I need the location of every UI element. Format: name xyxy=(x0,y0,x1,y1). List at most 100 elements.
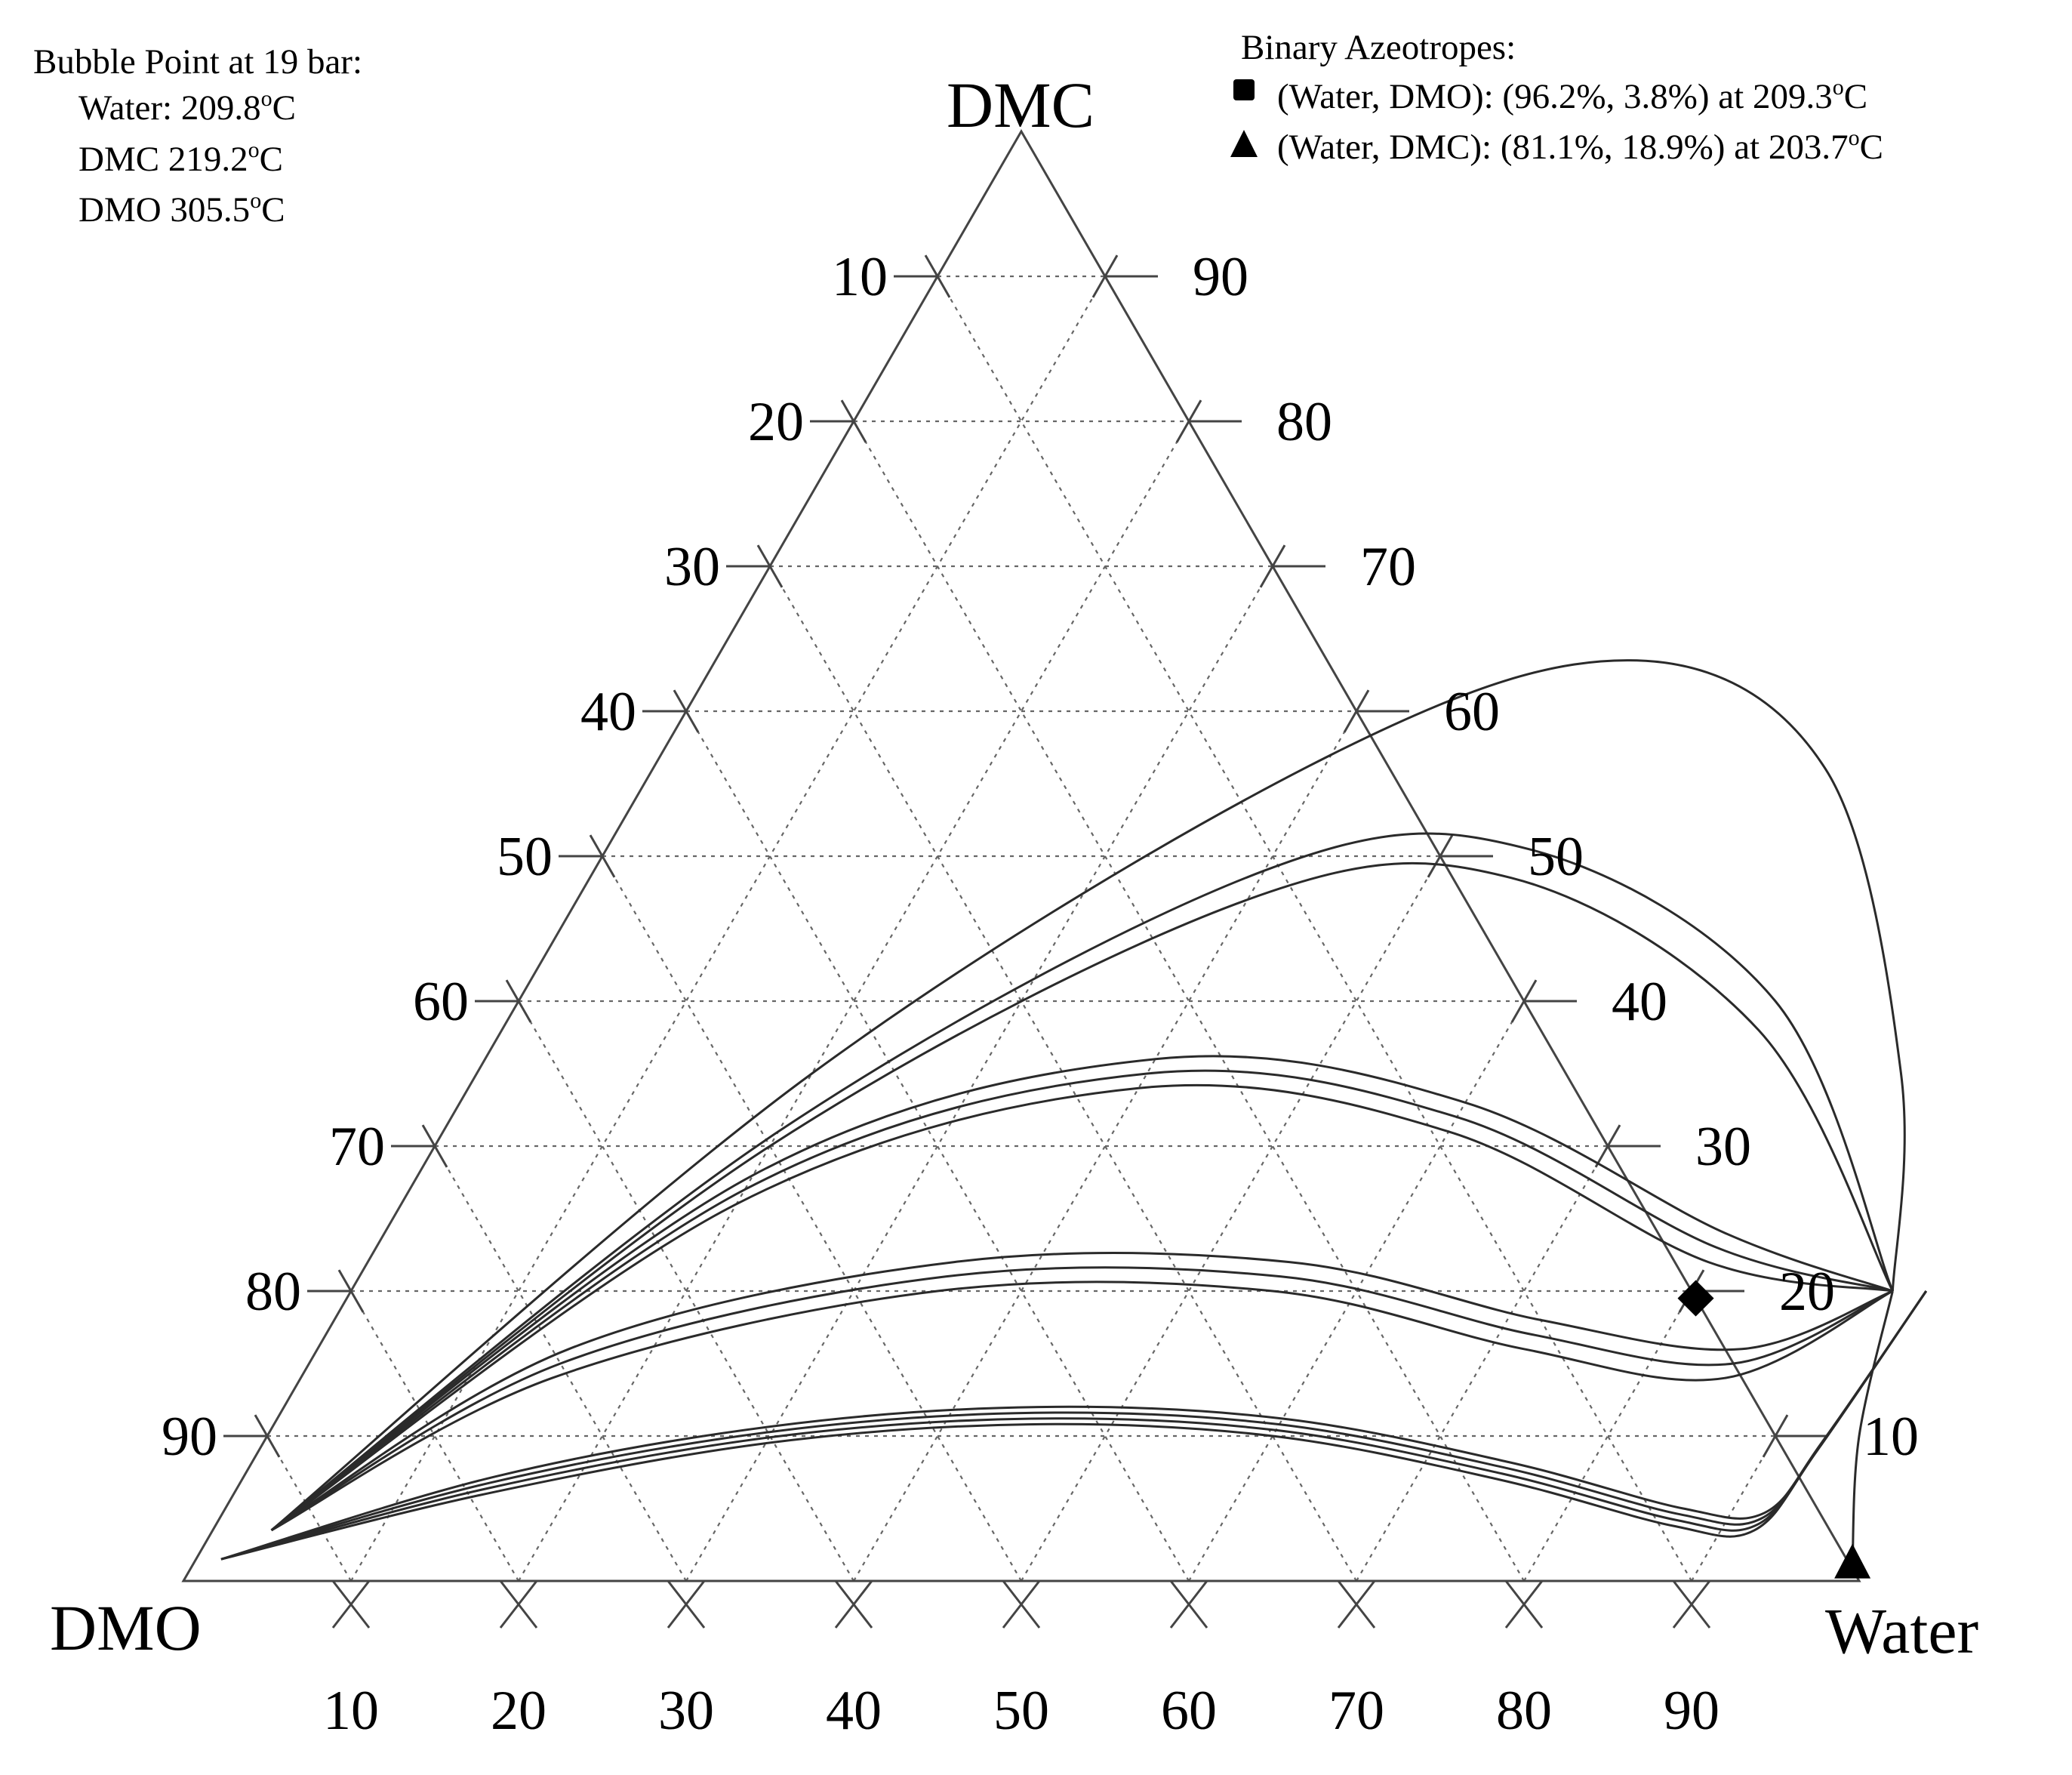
azeotrope-square-marker xyxy=(1677,1280,1714,1317)
tick-left-cross-80 xyxy=(337,1269,365,1313)
bubble-point-legend: Bubble Point at 19 bar: Water: 209.8oC D… xyxy=(33,42,362,230)
bubble-point-dmo: DMO 305.5oC xyxy=(79,188,285,230)
tick-label-right-40: 40 xyxy=(1612,971,1667,1033)
tick-label-bottom-60: 60 xyxy=(1161,1680,1217,1742)
tick-right-cross-70 xyxy=(1259,544,1286,588)
tick-left-cross-90 xyxy=(254,1414,281,1458)
tick-left-cross-30 xyxy=(756,544,784,588)
bubble-curve-14 xyxy=(1851,1290,1894,1564)
tick-left-cross-20 xyxy=(840,399,867,443)
vertex-label-dmo: DMO xyxy=(50,1592,202,1664)
tick-label-bottom-40: 40 xyxy=(826,1680,882,1742)
bubble-curve-8 xyxy=(270,1266,1894,1532)
azeotrope-title: Binary Azeotropes: xyxy=(1241,28,1516,67)
tick-labels: 10 10 10 20 20 20 30 30 30 40 40 40 50 50 50 60 60 60 70 70… xyxy=(162,246,1919,1742)
azeotrope-water-dmc: (Water, DMC): (81.1%, 18.9%) at 203.7oC xyxy=(1277,125,1883,167)
grid-line-water-10 xyxy=(350,276,1106,1582)
tick-label-bottom-90: 90 xyxy=(1664,1680,1719,1742)
tick-label-bottom-20: 20 xyxy=(491,1680,546,1742)
azeotrope-water-dmo: (Water, DMO): (96.2%, 3.8%) at 209.3oC xyxy=(1277,75,1867,116)
grid-line-dmo-80 xyxy=(350,1290,519,1582)
tick-left-cross-40 xyxy=(673,689,700,733)
azeotrope-legend: Binary Azeotropes: (Water, DMO): (96.2%,… xyxy=(1230,28,1883,167)
triangle-marker-icon xyxy=(1230,130,1258,157)
grid-line-dmo-50 xyxy=(602,855,1022,1582)
grid-line-dmo-40 xyxy=(685,710,1190,1582)
tick-left-cross-60 xyxy=(505,979,532,1023)
tick-label-left-80: 80 xyxy=(245,1261,301,1323)
grid-line-water-20 xyxy=(518,421,1190,1582)
tick-left-cross-70 xyxy=(421,1124,448,1168)
tick-bottom-b-80 xyxy=(1504,1580,1544,1629)
tick-bottom-b-50 xyxy=(1002,1580,1041,1629)
tick-bottom-b-90 xyxy=(1672,1580,1711,1629)
tick-label-right-10: 10 xyxy=(1863,1406,1919,1468)
grid-line-dmo-10 xyxy=(937,276,1692,1582)
tick-bottom-b-10 xyxy=(331,1580,371,1629)
grid-line-dmo-70 xyxy=(434,1145,687,1582)
bubble-point-dmc: DMC 219.2oC xyxy=(79,137,283,179)
grid-line-water-80 xyxy=(1523,1290,1692,1582)
tick-right-cross-80 xyxy=(1175,399,1202,443)
tick-label-left-30: 30 xyxy=(664,536,720,598)
bubble-curve-2 xyxy=(270,832,1894,1531)
tick-label-left-70: 70 xyxy=(329,1116,385,1178)
vertex-label-dmc: DMC xyxy=(947,69,1094,141)
tick-label-left-10: 10 xyxy=(832,246,888,308)
azeotrope-triangle-marker xyxy=(1834,1543,1871,1579)
bubble-curve-11 xyxy=(220,1290,1928,1561)
bubble-point-curves xyxy=(220,659,1928,1564)
tick-right-cross-60 xyxy=(1343,689,1370,733)
gridlines xyxy=(266,275,1776,1582)
bubble-curve-1 xyxy=(270,659,1906,1531)
tick-right-cross-50 xyxy=(1427,834,1454,878)
bubble-curve-12 xyxy=(220,1290,1928,1561)
bubble-curve-6 xyxy=(270,1083,1893,1532)
azeotrope-markers xyxy=(1677,1280,1871,1579)
tick-label-bottom-80: 80 xyxy=(1496,1680,1552,1742)
tick-label-left-40: 40 xyxy=(580,681,636,743)
tick-label-right-50: 50 xyxy=(1528,826,1584,888)
bubble-curve-9 xyxy=(270,1280,1894,1532)
bubble-curve-5 xyxy=(270,1069,1893,1532)
square-marker-icon xyxy=(1233,79,1255,100)
bubble-curve-13 xyxy=(220,1290,1928,1561)
tick-label-left-90: 90 xyxy=(162,1406,217,1468)
tick-bottom-b-60 xyxy=(1169,1580,1208,1629)
bubble-curve-7 xyxy=(270,1251,1893,1532)
tick-right-cross-30 xyxy=(1594,1124,1621,1168)
tick-label-right-90: 90 xyxy=(1193,246,1248,308)
tick-left-cross-50 xyxy=(589,834,616,878)
tick-label-bottom-10: 10 xyxy=(323,1680,379,1742)
grid-line-water-70 xyxy=(1356,1145,1609,1582)
tick-label-left-20: 20 xyxy=(748,391,804,453)
grid-line-dmo-20 xyxy=(853,421,1525,1582)
bubble-curve-3 xyxy=(270,861,1894,1531)
tick-label-left-60: 60 xyxy=(413,971,469,1033)
tick-label-bottom-70: 70 xyxy=(1328,1680,1384,1742)
tick-label-right-20: 20 xyxy=(1779,1261,1835,1323)
tick-left-cross-10 xyxy=(924,254,951,298)
bubble-curve-10 xyxy=(220,1290,1928,1561)
tick-right-cross-40 xyxy=(1510,979,1538,1023)
axis-ticks xyxy=(223,254,1828,1629)
bubble-point-water: Water: 209.8oC xyxy=(79,86,296,128)
grid-line-water-60 xyxy=(1188,1000,1525,1582)
tick-label-right-30: 30 xyxy=(1695,1116,1751,1178)
grid-line-water-90 xyxy=(1691,1435,1776,1582)
tick-label-bottom-50: 50 xyxy=(993,1680,1049,1742)
tick-right-cross-90 xyxy=(1091,254,1119,298)
tick-label-left-50: 50 xyxy=(497,826,553,888)
bubble-point-title: Bubble Point at 19 bar: xyxy=(33,42,362,82)
tick-bottom-b-40 xyxy=(834,1580,873,1629)
grid-line-water-50 xyxy=(1021,855,1441,1582)
tick-bottom-b-70 xyxy=(1337,1580,1376,1629)
grid-line-dmo-60 xyxy=(518,1000,854,1582)
tick-label-right-70: 70 xyxy=(1360,536,1416,598)
vertex-label-water: Water xyxy=(1825,1595,1978,1667)
bubble-curve-4 xyxy=(270,1055,1893,1532)
tick-right-cross-10 xyxy=(1762,1414,1789,1458)
tick-label-right-80: 80 xyxy=(1276,391,1332,453)
tick-bottom-b-30 xyxy=(667,1580,706,1629)
